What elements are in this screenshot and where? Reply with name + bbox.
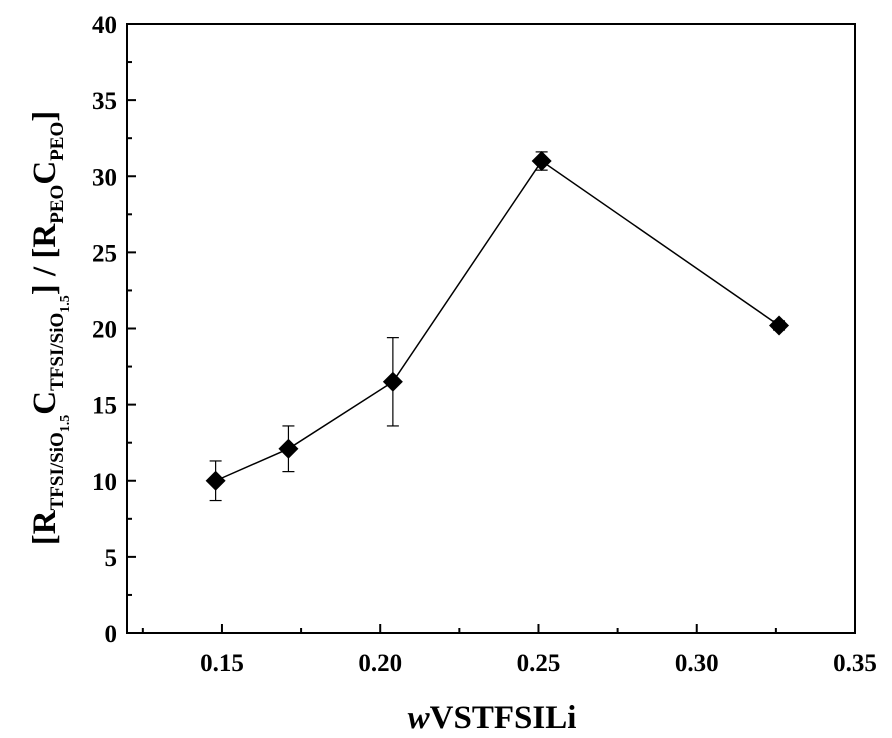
y-tick-label: 15 — [92, 393, 117, 420]
data-point — [205, 470, 226, 491]
series-line — [215, 159, 780, 482]
y-tick-label: 5 — [105, 545, 118, 572]
data-point — [769, 315, 790, 336]
y-tick-label: 10 — [92, 469, 117, 496]
x-tick-label: 0.30 — [675, 650, 719, 677]
axes: 0.15 0.20 0.25 0.30 0.35 0 5 10 15 20 25 30 35 40 — [92, 12, 877, 677]
y-tick-label: 30 — [92, 164, 117, 191]
data-point — [531, 151, 552, 172]
x-axis-title: wVSTFSILi — [408, 700, 577, 736]
y-tick-label: 25 — [92, 240, 117, 267]
x-tick-label: 0.15 — [200, 650, 244, 677]
series — [205, 151, 790, 502]
y-axis-title: [RTFSI/SiO1.5CTFSI/SiO1.5] / [RPEOCPEO] — [27, 111, 73, 545]
x-tick-label: 0.20 — [358, 650, 402, 677]
x-axis-title-prefix: w — [408, 700, 431, 736]
data-point — [278, 438, 299, 459]
y-tick-label: 35 — [92, 88, 117, 115]
y-tick-label: 0 — [105, 621, 118, 648]
y-tick-label: 20 — [92, 317, 117, 344]
x-axis-title-main: VSTFSILi — [430, 700, 577, 736]
data-point — [382, 371, 403, 392]
x-tick-label: 0.35 — [833, 650, 877, 677]
x-tick-label: 0.25 — [517, 650, 561, 677]
y-tick-label: 40 — [92, 12, 117, 39]
plot-frame — [126, 23, 856, 634]
